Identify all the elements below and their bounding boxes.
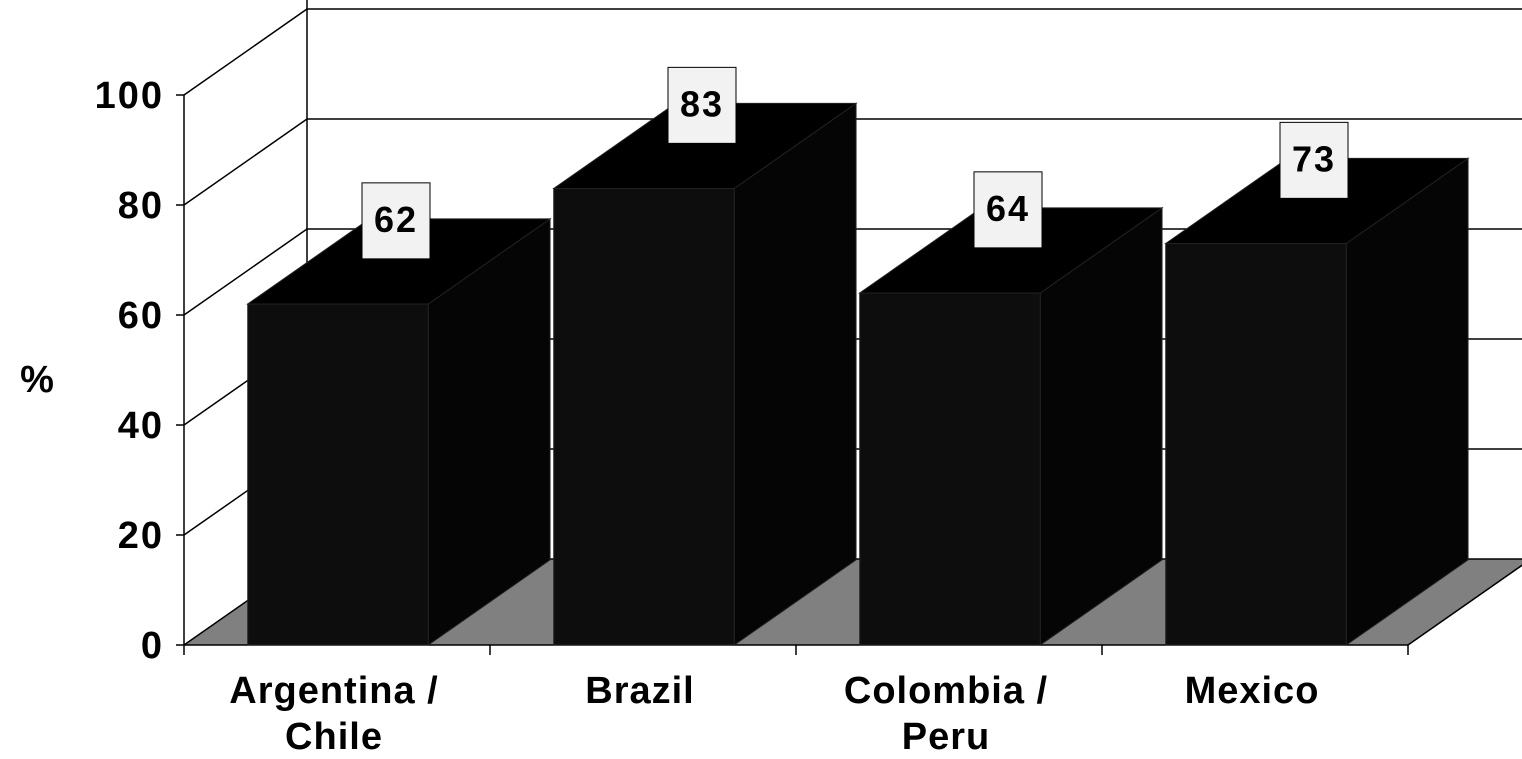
bar-side xyxy=(733,102,857,646)
data-label: 62 xyxy=(374,199,418,240)
data-label-box xyxy=(361,182,431,260)
y-tick-label: 0 xyxy=(141,625,164,667)
x-tick-label: Colombia / xyxy=(844,670,1048,712)
y-tick-label: 40 xyxy=(118,405,164,447)
x-tick-label: Brazil xyxy=(585,670,694,712)
x-tick-label: Peru xyxy=(902,716,990,758)
floor-edge xyxy=(1407,564,1522,646)
x-tick-label: Argentina / xyxy=(229,670,438,712)
y-tick-label: 100 xyxy=(95,75,164,117)
data-label: 64 xyxy=(986,188,1030,229)
data-label-box xyxy=(973,171,1043,249)
bar xyxy=(247,303,429,646)
x-tick-label: Mexico xyxy=(1185,670,1320,712)
bar-side xyxy=(1345,157,1469,646)
gridline-side xyxy=(183,228,308,316)
y-tick-label: 60 xyxy=(118,295,164,337)
bar xyxy=(1165,243,1347,646)
y-axis-title: % xyxy=(20,359,56,401)
data-label-box xyxy=(1279,121,1349,199)
gridline-side xyxy=(183,118,308,206)
bar xyxy=(859,292,1041,646)
data-label-box xyxy=(667,66,737,144)
gridline-side xyxy=(183,8,308,96)
bar xyxy=(553,188,735,646)
data-label: 83 xyxy=(680,83,724,124)
y-tick-label: 20 xyxy=(118,515,164,557)
y-tick-label: 80 xyxy=(118,185,164,227)
data-label: 73 xyxy=(1292,138,1336,179)
x-tick-label: Chile xyxy=(285,716,383,758)
